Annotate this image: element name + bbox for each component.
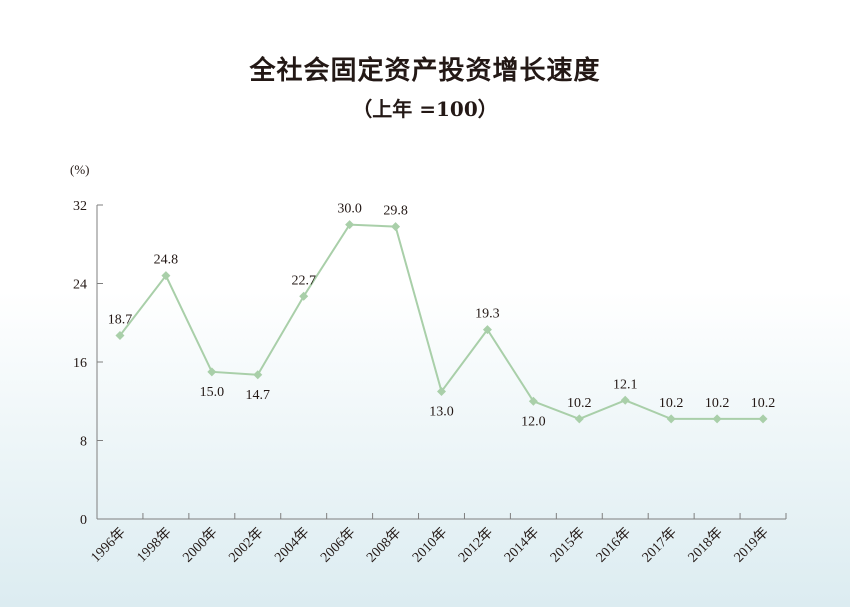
y-tick-label: 32	[73, 199, 87, 214]
x-tick-label: 2006年	[317, 525, 358, 566]
y-tick-label: 0	[80, 513, 87, 528]
data-label: 12.1	[613, 377, 638, 392]
data-point-marker	[161, 271, 171, 281]
data-label: 22.7	[291, 273, 316, 288]
data-point-marker	[437, 386, 446, 396]
x-tick-label: 2008年	[363, 525, 404, 566]
y-tick-label: 8	[80, 435, 87, 450]
x-tick-label: 2015年	[547, 525, 588, 566]
x-tick-label: 2016年	[593, 525, 634, 566]
x-tick-label: 2018年	[685, 525, 726, 566]
data-label: 10.2	[705, 396, 730, 411]
data-label: 15.0	[200, 385, 225, 400]
x-tick-label: 2010年	[409, 525, 450, 566]
x-tick-label: 2004年	[272, 525, 313, 566]
data-point-marker	[299, 291, 309, 301]
data-point-marker	[528, 396, 538, 406]
data-point-marker	[574, 414, 584, 424]
data-point-marker	[253, 370, 263, 380]
data-label: 24.8	[154, 253, 179, 268]
data-point-marker	[758, 414, 768, 424]
data-label: 18.7	[108, 313, 133, 328]
y-tick-label: 24	[73, 278, 87, 293]
x-tick-label: 2014年	[501, 525, 542, 566]
y-tick-label: 16	[73, 356, 87, 371]
data-label: 10.2	[567, 396, 592, 411]
data-point-marker	[482, 325, 492, 335]
data-point-marker	[666, 414, 676, 424]
data-label: 10.2	[751, 396, 776, 411]
data-label: 14.7	[246, 388, 271, 403]
data-point-marker	[391, 222, 401, 232]
x-tick-label: 1996年	[88, 525, 129, 566]
x-tick-label: 2019年	[731, 525, 772, 566]
data-point-marker	[345, 220, 355, 230]
data-label: 29.8	[383, 204, 408, 219]
data-label: 13.0	[429, 404, 454, 419]
x-tick-label: 2012年	[455, 525, 496, 566]
x-tick-label: 2002年	[226, 525, 267, 566]
x-tick-label: 2000年	[180, 525, 221, 566]
data-label: 10.2	[659, 396, 684, 411]
data-point-marker	[620, 395, 630, 405]
data-label: 19.3	[475, 307, 500, 322]
chart-subtitle: （上年 =100）	[352, 97, 498, 121]
data-point-marker	[207, 367, 217, 377]
x-tick-label: 2017年	[639, 525, 680, 566]
data-label: 30.0	[337, 202, 362, 217]
chart-title: 全社会固定资产投资增长速度	[249, 56, 601, 86]
data-point-marker	[712, 414, 722, 424]
data-label: 12.0	[521, 414, 546, 429]
x-tick-label: 1998年	[134, 525, 175, 566]
y-axis-unit-label: (%)	[70, 162, 90, 177]
data-point-marker	[115, 331, 125, 341]
